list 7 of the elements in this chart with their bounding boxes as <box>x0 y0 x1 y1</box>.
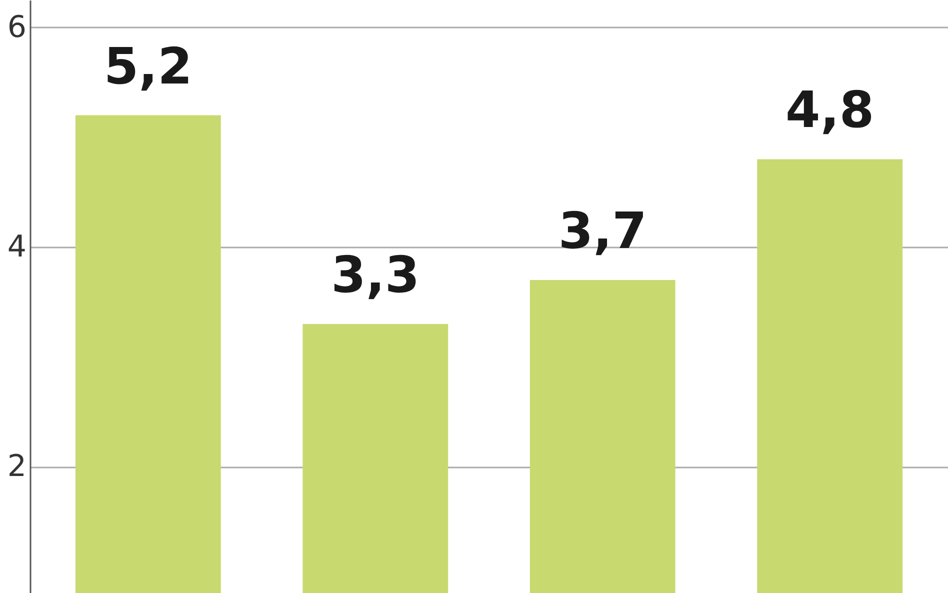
y-tick-label: 6 <box>7 10 26 45</box>
y-tick-label: 4 <box>7 230 26 265</box>
data-label: 5,2 <box>104 37 192 96</box>
data-label: 4,8 <box>786 81 874 140</box>
data-label: 3,3 <box>331 246 420 304</box>
y-tick-label: 2 <box>7 449 26 484</box>
data-label: 3,7 <box>558 202 647 260</box>
